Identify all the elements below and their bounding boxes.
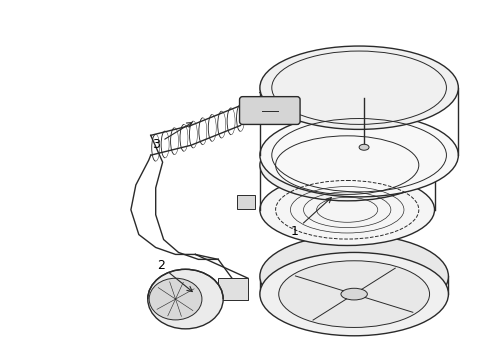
Text: 2: 2 <box>157 259 192 292</box>
Ellipse shape <box>260 46 458 129</box>
Ellipse shape <box>359 144 369 150</box>
Ellipse shape <box>260 129 435 201</box>
Bar <box>237 195 255 209</box>
Ellipse shape <box>148 269 223 329</box>
Ellipse shape <box>260 235 448 318</box>
Ellipse shape <box>260 113 458 197</box>
Text: 1: 1 <box>291 198 331 238</box>
Bar <box>218 278 248 300</box>
Ellipse shape <box>260 174 435 246</box>
Ellipse shape <box>341 288 368 300</box>
Ellipse shape <box>149 278 202 320</box>
Ellipse shape <box>260 252 448 336</box>
Ellipse shape <box>279 261 430 328</box>
FancyBboxPatch shape <box>240 96 300 125</box>
Text: 3: 3 <box>152 122 192 151</box>
